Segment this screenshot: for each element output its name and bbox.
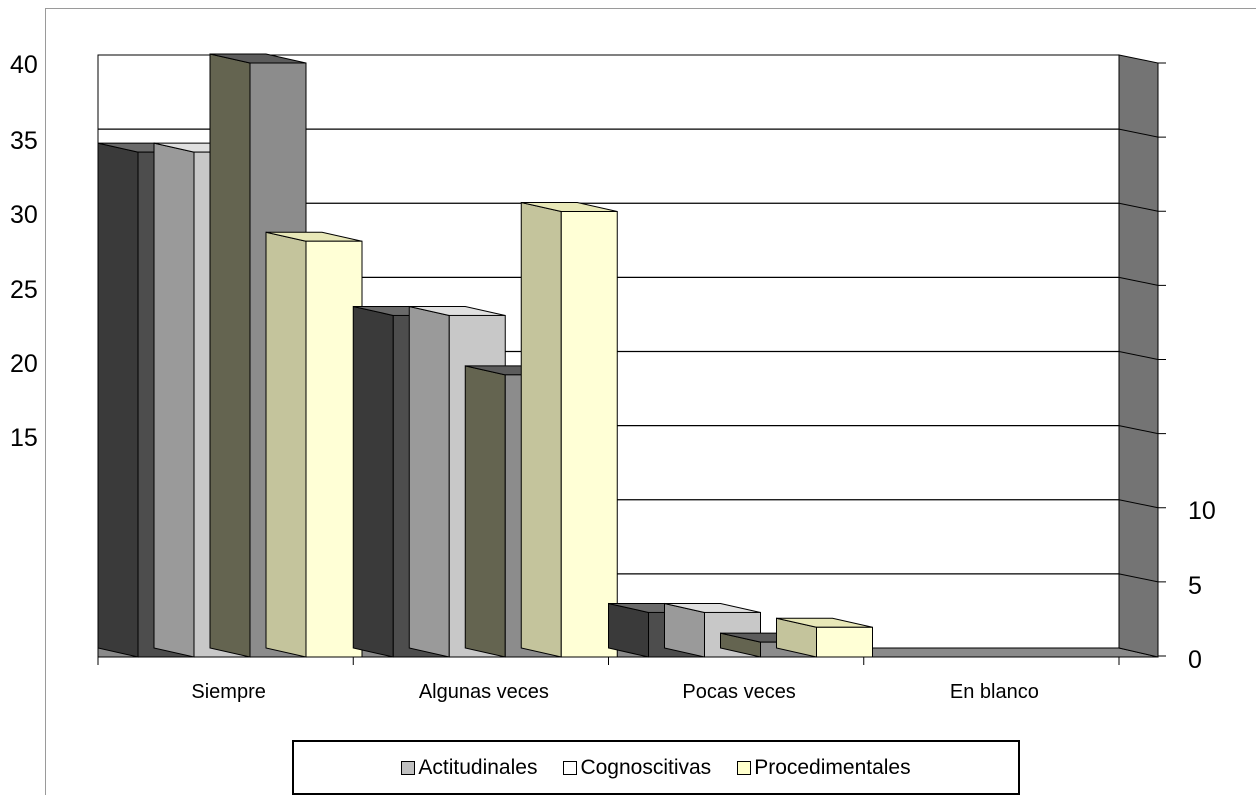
bar-algunas-veces-s1-side	[408, 305, 450, 658]
y-tick-label-left: 35	[10, 127, 38, 155]
y-tick-label-right: 0	[1188, 646, 1202, 674]
bar-algunas-veces-s3-side	[520, 201, 562, 658]
y-tick-label-left: 25	[10, 276, 38, 304]
gridline-side	[1118, 573, 1159, 583]
gridline-side	[1118, 128, 1159, 138]
legend-item-procedimentales: Procedimentales	[737, 755, 911, 780]
x-category-label: En blanco	[950, 681, 1039, 703]
bar-algunas-veces-s2-side	[464, 365, 506, 658]
y-tick-label-left: 15	[10, 424, 38, 452]
y-tick-label-left: 40	[10, 51, 38, 79]
bar-chart: 40 35 30 25 20 15 10 5 0 Siempre Algunas veces Poca…	[10, 51, 1216, 703]
bar-siempre-s3-side	[265, 231, 307, 658]
y-tick-label-right: 10	[1188, 497, 1216, 525]
gridline-side	[1118, 425, 1159, 435]
legend-label-actitudinales: Actitudinales	[418, 755, 538, 779]
bar-siempre-s3	[305, 240, 363, 658]
legend: Actitudinales Cognoscitivas Procedimenta…	[292, 740, 1020, 795]
legend-label-procedimentales: Procedimentales	[754, 755, 911, 779]
gridline-side	[1118, 276, 1159, 286]
bar-algunas-veces-s0-side	[352, 305, 394, 658]
bar-siempre-s1-side	[153, 142, 195, 658]
x-category-label: Pocas veces	[682, 681, 795, 703]
bar-pocas-veces-s3	[816, 626, 873, 658]
legend-swatch-procedimentales	[737, 760, 752, 775]
y-tick-label-left: 30	[10, 201, 38, 229]
legend-item-actitudinales: Actitudinales	[401, 756, 537, 780]
legend-swatch-actitudinales	[401, 760, 416, 775]
x-category-label: Algunas veces	[419, 681, 549, 703]
x-category-label: Siempre	[191, 681, 265, 703]
chart-frame	[45, 8, 1256, 795]
legend-swatch-cognoscitivas	[563, 760, 578, 775]
bar-algunas-veces-s3	[560, 211, 618, 658]
y-tick-label-right: 5	[1188, 572, 1202, 600]
y-tick-label-left: 20	[10, 350, 38, 378]
gridline-side	[1118, 499, 1159, 509]
legend-label-cognoscitivas: Cognoscitivas	[580, 755, 712, 779]
bar-siempre-s2-side	[209, 53, 251, 658]
legend-item-cognoscitivas: Cognoscitivas	[563, 756, 711, 780]
bar-siempre-s0-side	[97, 142, 139, 658]
gridline-side	[1118, 351, 1159, 360]
gridline-side	[1118, 202, 1159, 212]
